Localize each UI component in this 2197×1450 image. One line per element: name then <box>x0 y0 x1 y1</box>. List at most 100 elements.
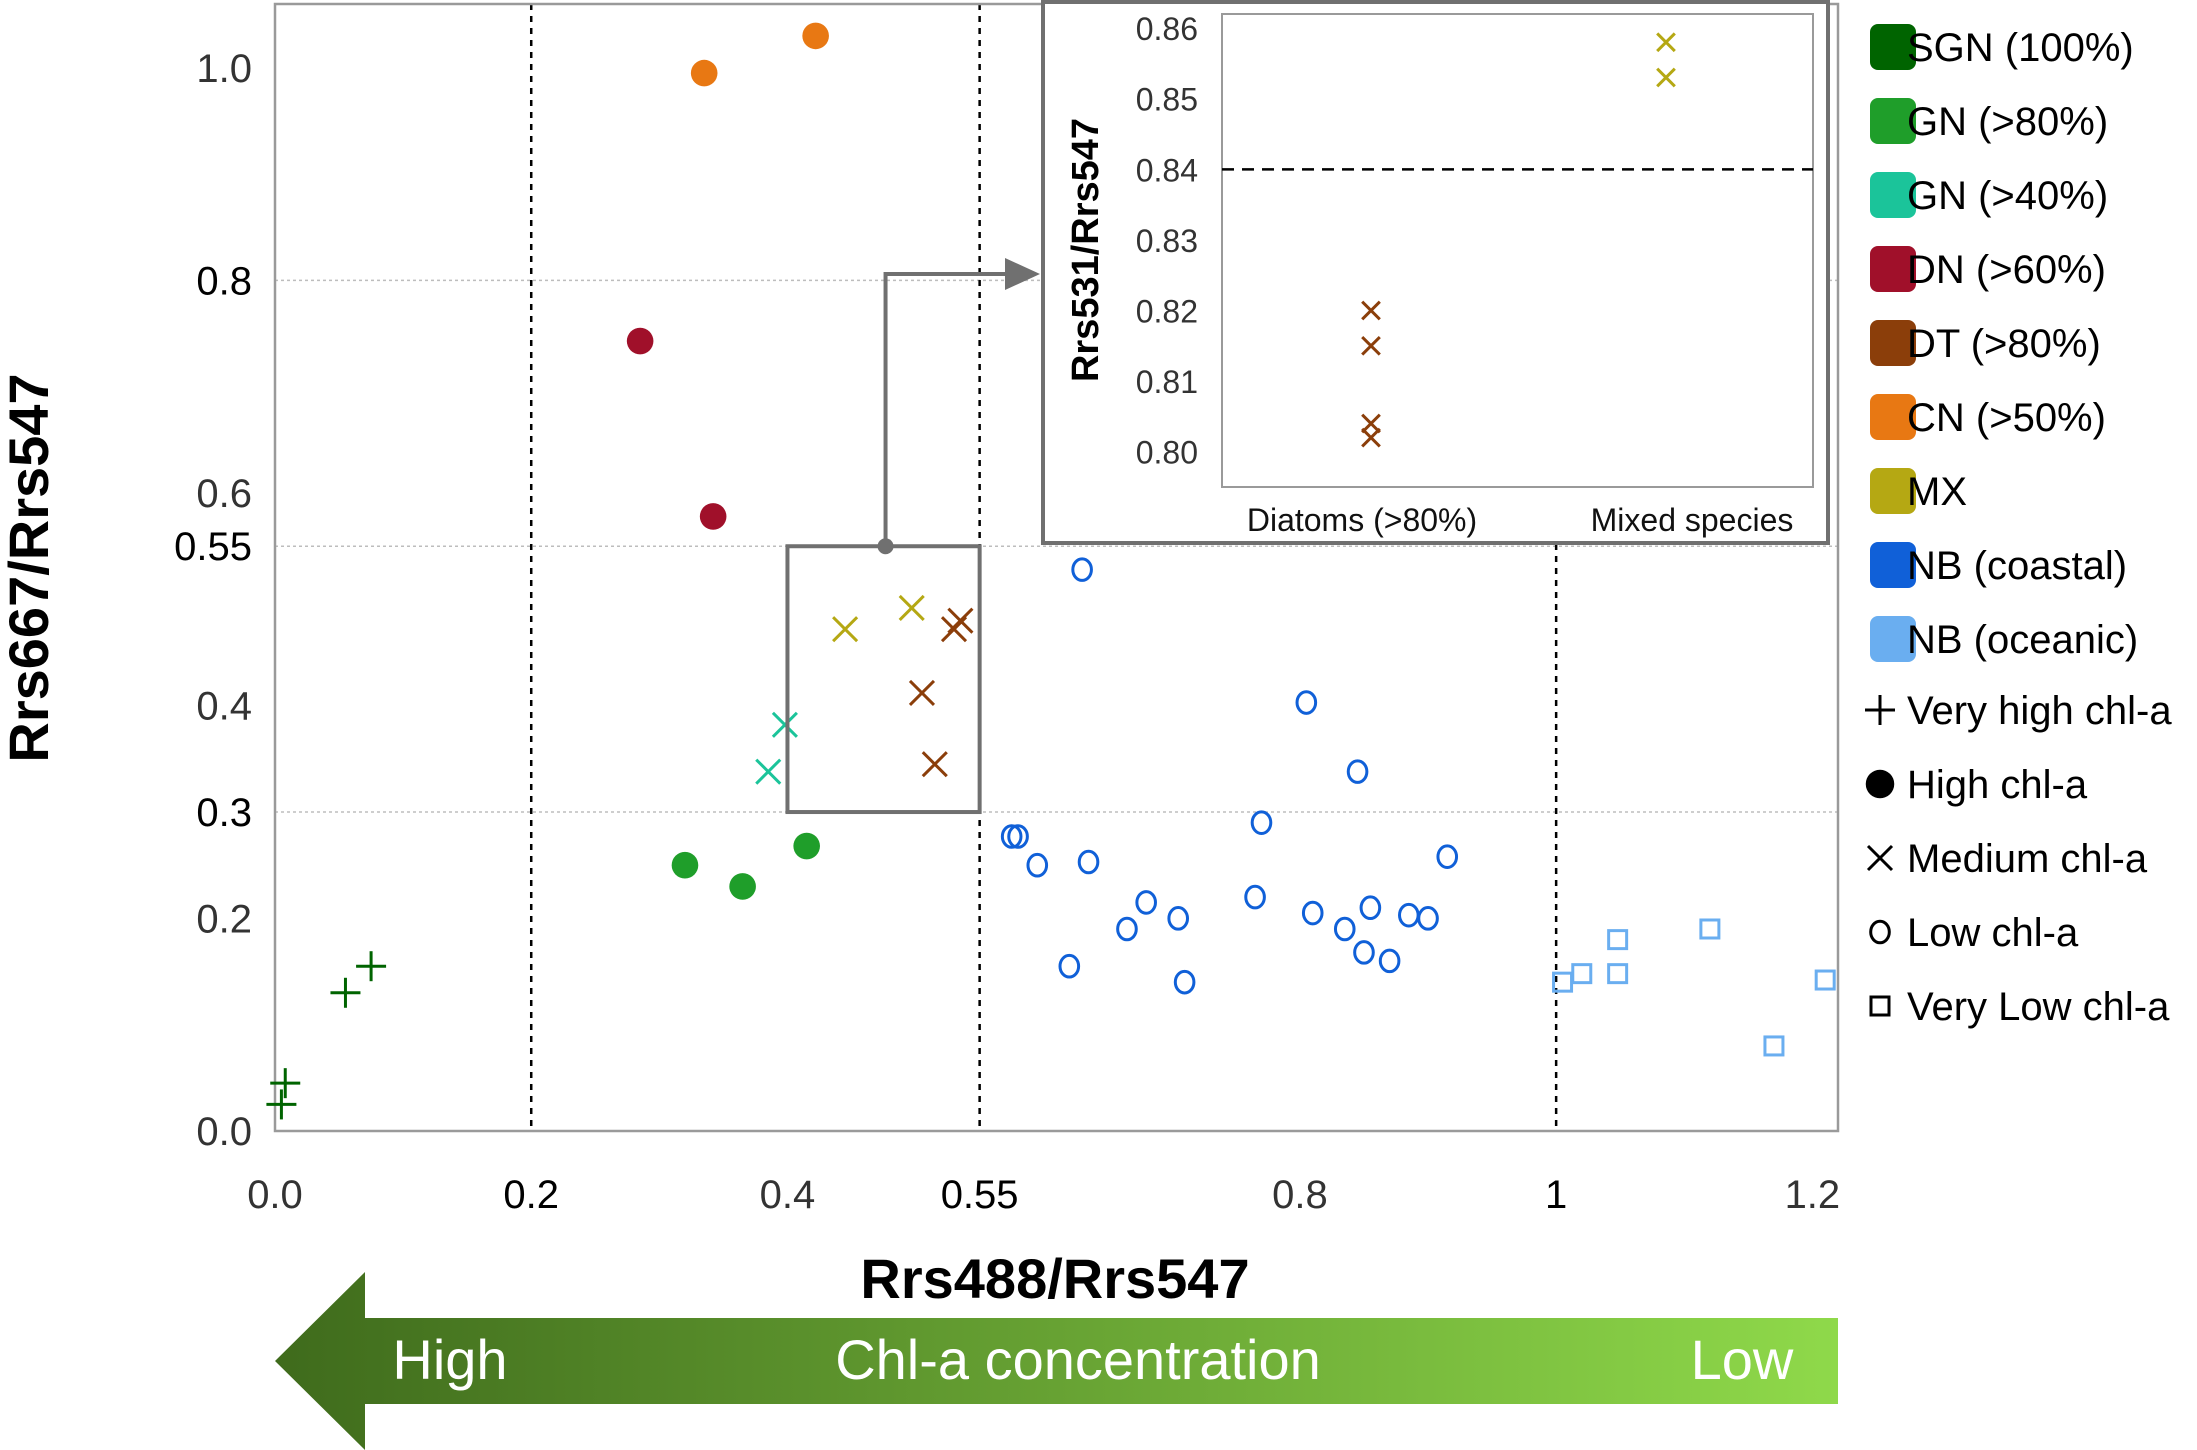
legend-entry: High chl-a <box>1907 763 2088 807</box>
data-point <box>802 22 829 50</box>
inset-y-tick-label: 0.83 <box>1136 223 1198 259</box>
cross-b <box>1656 67 1676 88</box>
data-point <box>1301 900 1324 926</box>
inset-y-tick-label: 0.82 <box>1136 294 1198 330</box>
x-tick-label: 0.0 <box>247 1173 303 1217</box>
legend-entry: SGN (100%) <box>1907 26 2134 70</box>
data-point <box>1173 969 1196 995</box>
arrow-label-low: Low <box>1691 1328 1794 1391</box>
data-point <box>1398 902 1420 928</box>
data-point <box>1250 810 1273 835</box>
legend-entry: Very Low chl-a <box>1907 985 2170 1029</box>
data-point <box>1607 929 1629 951</box>
legend-swatch <box>1870 468 1916 514</box>
data-point <box>1026 852 1049 878</box>
inset-y-tick-label: 0.80 <box>1136 435 1198 471</box>
data-point <box>1607 963 1629 985</box>
legend-marker <box>1865 769 1895 799</box>
x-tick-label: 1.2 <box>1785 1173 1841 1217</box>
y-tick-label: 0.4 <box>196 685 252 729</box>
cross-b <box>1361 300 1381 321</box>
data-point <box>330 977 361 1008</box>
data-point <box>1007 824 1029 849</box>
legend-entry: CN (>50%) <box>1907 396 2106 440</box>
arrow-label-center: Chl-a concentration <box>835 1328 1321 1391</box>
legend-swatch <box>1870 542 1916 588</box>
legend-entry: GN (>40%) <box>1907 174 2108 218</box>
data-point <box>1077 849 1100 875</box>
y-tick-label: 1.0 <box>196 47 252 91</box>
data-point <box>771 711 798 738</box>
cross-b <box>921 751 948 778</box>
y-axis-label: Rrs667/Rrs547 <box>0 373 60 762</box>
x-tick-label: 0.55 <box>941 1173 1019 1217</box>
legend-entry: Medium chl-a <box>1907 837 2148 881</box>
data-point <box>1814 969 1836 991</box>
inset-category-label: Mixed species <box>1591 502 1794 538</box>
y-tick-label: 0.2 <box>196 897 252 941</box>
legend-swatch <box>1870 616 1916 662</box>
data-point <box>1353 940 1375 965</box>
zoom-box <box>785 544 982 815</box>
data-point <box>793 832 820 860</box>
inset-data-point <box>1656 32 1676 53</box>
axes-layer: 0.0 0.2 0.4 0.55 0.8 1 1.20.00.20.30.40.550.60… <box>0 2 1841 1310</box>
legend-entry: DT (>80%) <box>1907 322 2101 366</box>
legend-entry: NB (oceanic) <box>1907 618 2138 662</box>
points-layer <box>266 22 1836 1120</box>
cross-b <box>898 594 925 621</box>
zoom-connector-arrowhead <box>1005 258 1040 290</box>
inset-chart: 0.80 0.81 0.82 0.83 0.84 0.85 0.86 Diatoms (>80… <box>1041 0 1830 545</box>
inset-data-point <box>1361 413 1381 434</box>
zoom-connector-line <box>883 272 1005 547</box>
data-point <box>1699 918 1721 940</box>
data-point <box>270 1068 301 1099</box>
data-point <box>1244 884 1266 910</box>
x-tick-label: 1 <box>1545 1173 1567 1217</box>
x-tick-label: 0.8 <box>1272 1173 1328 1217</box>
inset-data-point <box>1361 335 1381 356</box>
cross-b <box>1361 413 1381 434</box>
data-point <box>1333 916 1356 942</box>
data-point <box>1135 890 1157 915</box>
cross-b <box>1656 32 1676 53</box>
legend: SGN (100%) GN (>80%) GN (>40%) DN (>60%) DT … <box>1865 24 2172 1029</box>
data-point <box>356 951 387 982</box>
chl-a-arrow: High Chl-a concentration Low <box>275 1272 1838 1450</box>
data-point <box>1359 895 1382 921</box>
legend-entry: MX <box>1907 470 1967 514</box>
data-point <box>1763 1035 1785 1057</box>
legend-entry: GN (>80%) <box>1907 100 2108 144</box>
legend-entry: Low chl-a <box>1907 911 2079 955</box>
cross-b <box>947 607 974 634</box>
data-point <box>832 616 859 643</box>
x-tick-label: 0.2 <box>503 1173 559 1217</box>
data-point <box>921 751 948 778</box>
data-point <box>1071 557 1093 582</box>
data-point <box>1167 906 1190 931</box>
data-point <box>947 607 974 634</box>
data-point <box>1116 916 1138 942</box>
legend-swatch <box>1870 246 1916 292</box>
legend-swatch <box>1870 98 1916 144</box>
inset-y-tick-label: 0.86 <box>1136 11 1198 47</box>
data-point <box>1295 690 1318 715</box>
cross-b <box>1361 427 1381 448</box>
legend-swatch <box>1870 320 1916 366</box>
legend-marker <box>1866 844 1894 872</box>
inset-data-point <box>1361 427 1381 448</box>
legend-entry: NB (coastal) <box>1907 544 2127 588</box>
y-tick-label: 0.0 <box>196 1110 252 1154</box>
cross-b <box>908 679 936 707</box>
legend-entry: DN (>60%) <box>1907 248 2106 292</box>
data-point <box>1571 963 1593 985</box>
legend-swatch <box>1870 394 1916 440</box>
x-tick-label: 0.4 <box>760 1173 816 1217</box>
y-tick-label: 0.8 <box>196 259 252 303</box>
inset-y-axis-label: Rrs531/Rrs547 <box>1065 118 1107 382</box>
data-point <box>699 503 727 530</box>
data-point <box>755 758 782 785</box>
legend-marker <box>1869 995 1891 1017</box>
inset-category-label: Diatoms (>80%) <box>1247 502 1477 538</box>
data-point <box>908 679 936 707</box>
